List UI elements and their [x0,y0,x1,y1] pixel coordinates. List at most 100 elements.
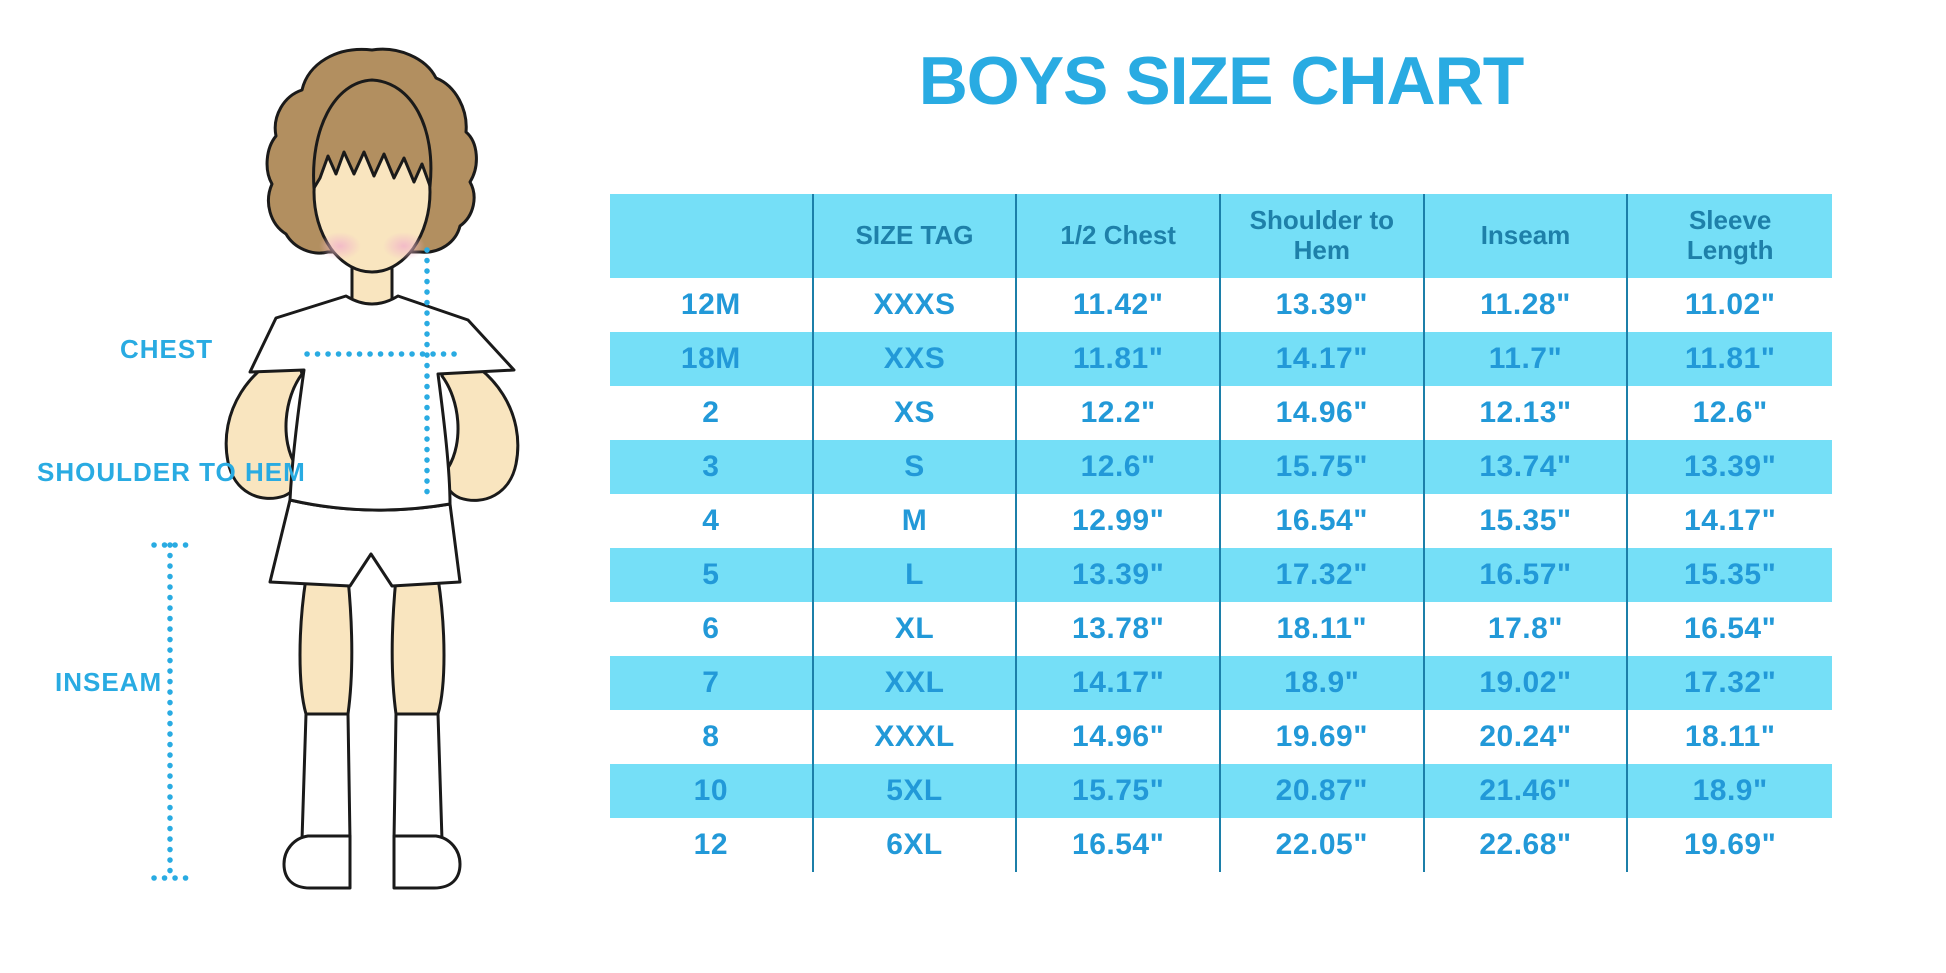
table-cell: 18M [610,332,814,386]
table-cell: 22.68" [1425,818,1629,872]
header-cell: Shoulder to Hem [1221,194,1425,278]
table-cell: 4 [610,494,814,548]
table-cell: 12.6" [1692,396,1768,429]
boy-right-shoe [392,834,462,890]
table-cell: 20.87" [1221,764,1425,818]
table-header-row: SIZE TAG 1/2 Chest Shoulder to Hem Inseam Sl… [610,194,1832,278]
inseam-label: INSEAM [55,667,163,697]
table-cell: 3 [610,440,814,494]
table-cell: 15.35" [1425,494,1629,548]
table-cell: 13.74" [1425,440,1629,494]
table-cell: 14.17" [1221,332,1425,386]
boy-hair-fringe [312,78,433,190]
table-cell: 14.17" [1684,504,1777,537]
table-cell: 12 [610,818,814,872]
table-cell: 14.17" [1017,656,1221,710]
boy-shorts [268,498,462,588]
table-cell: 22.05" [1221,818,1425,872]
boy-left-shoe [282,834,352,890]
table-cell: 18.9" [1221,656,1425,710]
header-cell: 1/2 Chest [1017,194,1221,278]
table-cell: XXL [814,656,1018,710]
table-row: 4 M 12.99" 16.54" 15.35" 14.17" [610,494,1832,548]
table-row: 5 L 13.39" 17.32" 16.57" 15.35" [610,548,1832,602]
chest-label: CHEST [120,334,214,364]
table-cell: 20.24" [1425,710,1629,764]
table-cell: 10 [610,764,814,818]
table-cell: 11.81" [1017,332,1221,386]
table-cell: XXS [814,332,1018,386]
table-cell: 2 [610,386,814,440]
table-cell: 11.02" [1684,288,1776,321]
table-cell: 17.8" [1425,602,1629,656]
table-cell: 17.32" [1221,548,1425,602]
table-cell: XXXL [814,710,1018,764]
table-cell: 12.2" [1017,386,1221,440]
table-cell: 14.96" [1221,386,1425,440]
table-cell: 13.39" [1017,548,1221,602]
boy-left-sock [300,712,352,842]
table-cell: 19.69" [1684,828,1777,861]
table-cell: 18.11" [1684,720,1776,753]
size-table: SIZE TAG 1/2 Chest Shoulder to Hem Inseam Sl… [610,194,1832,872]
table-cell: 18.11" [1221,602,1425,656]
table-cell: 21.46" [1425,764,1629,818]
table-cell: 16.54" [1017,818,1221,872]
table-cell: 11.42" [1017,278,1221,332]
table-row: 6 XL 13.78" 18.11" 17.8" 16.54" [610,602,1832,656]
table-cell: 19.02" [1425,656,1629,710]
table-cell: 5XL [814,764,1018,818]
table-cell: 7 [610,656,814,710]
table-cell: 11.81" [1684,342,1776,375]
table-cell: 8 [610,710,814,764]
table-cell: 13.78" [1017,602,1221,656]
page-title: BOYS SIZE CHART [918,43,1525,119]
table-cell: 13.39" [1221,278,1425,332]
table-row: 7 XXL 14.17" 18.9" 19.02" 17.32" [610,656,1832,710]
table-cell: 6XL [814,818,1018,872]
header-cell: SIZE TAG [814,194,1018,278]
table-cell: 16.57" [1425,548,1629,602]
boy-blush-right [383,232,425,260]
table-cell: 12.13" [1425,386,1629,440]
table-cell: 16.54" [1684,612,1777,645]
table-row: 2 XS 12.2" 14.96" 12.13" 12.6" [610,386,1832,440]
boy-left-leg [298,576,354,716]
table-cell: XL [814,602,1018,656]
table-cell: 19.69" [1221,710,1425,764]
boy-shirt [248,294,516,512]
header-cell: Inseam [1425,194,1629,278]
boy-blush-left [319,232,361,260]
table-cell: 11.28" [1425,278,1629,332]
table-cell: 15.75" [1221,440,1425,494]
boy-right-arm [440,350,520,502]
table-cell: 13.39" [1684,450,1777,483]
table-cell: M [814,494,1018,548]
table-row: 8 XXXL 14.96" 19.69" 20.24" 18.11" [610,710,1832,764]
boy-left-arm [224,348,304,500]
table-row: 12 6XL 16.54" 22.05" 22.68" 19.69" [610,818,1832,872]
table-cell: 12.6" [1017,440,1221,494]
boy-right-sock [392,712,444,842]
table-cell: 12M [610,278,814,332]
table-cell: 5 [610,548,814,602]
table-cell: 6 [610,602,814,656]
table-cell: L [814,548,1018,602]
header-cell [610,194,814,278]
table-row: 10 5XL 15.75" 20.87" 21.46" 18.9" [610,764,1832,818]
table-cell: 16.54" [1221,494,1425,548]
shoulder-to-hem-label: SHOULDER TO HEM [37,457,306,487]
boy-right-leg [390,576,446,716]
table-cell: 11.7" [1425,332,1629,386]
table-cell: XS [814,386,1018,440]
header-cell: Sleeve Length [1686,205,1774,265]
boy-illustration [151,47,520,890]
table-cell: 14.96" [1017,710,1221,764]
table-row: 18M XXS 11.81" 14.17" 11.7" 11.81" [610,332,1832,386]
table-cell: XXXS [814,278,1018,332]
table-cell: 15.75" [1017,764,1221,818]
table-cell: S [814,440,1018,494]
table-row: 3 S 12.6" 15.75" 13.74" 13.39" [610,440,1832,494]
table-cell: 15.35" [1684,558,1777,591]
